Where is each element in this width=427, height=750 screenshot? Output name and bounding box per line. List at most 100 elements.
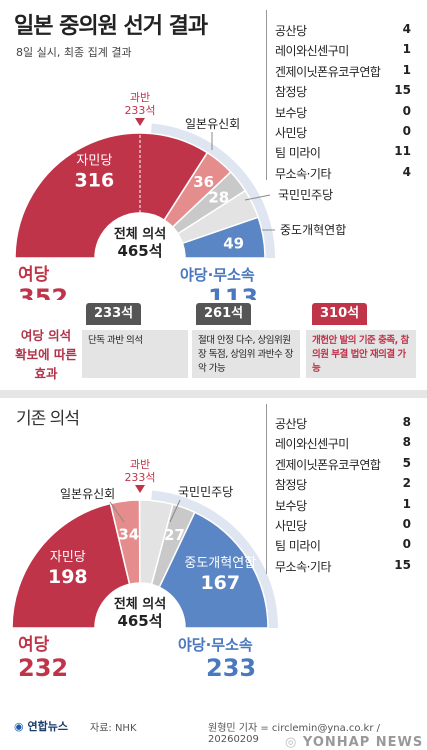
- others-row: 보수당 1: [275, 497, 411, 517]
- others-row: 공산당 8: [275, 415, 411, 435]
- slice-ext-label-2: 중도개혁연합: [280, 223, 346, 237]
- others-seats: 1: [402, 496, 411, 511]
- opposition-total: 233: [206, 654, 256, 680]
- ruling-label: 여당: [18, 635, 50, 655]
- section-divider: [0, 390, 427, 398]
- pie-slice-0: [14, 132, 209, 259]
- effect-box-233: 단독 과반 의석: [82, 330, 188, 378]
- logo-text: 연합뉴스: [27, 720, 68, 733]
- others-seats: 8: [402, 415, 411, 429]
- majority-marker-icon: [135, 118, 145, 126]
- majority-value: 233석: [124, 471, 155, 484]
- total-value: 465석: [117, 612, 162, 630]
- others-row: 레이와신센구미 8: [275, 435, 411, 455]
- pie-slice-4: [181, 216, 266, 259]
- others-name: 레이와신센구미: [275, 437, 349, 452]
- others-list-current: 공산당 4 레이와신센구미 1 겐제이닛폰유코쿠연합 1 참정당 15 보수당 0 사민당 0 팀 미라…: [275, 22, 411, 182]
- others-name: 참정당: [275, 478, 307, 493]
- majority-label: 과반: [130, 458, 150, 471]
- effect-tag-233: 233석: [86, 303, 142, 325]
- others-name: 참정당: [275, 85, 307, 100]
- pie-slice-0: [11, 502, 131, 629]
- effects-label-line: 확보에 따른: [15, 347, 77, 362]
- watermark-text: YONHAP NEWS: [302, 735, 424, 750]
- effect-box-261: 절대 안정 다수, 상임위원장 독점, 상임위 과반수 장악 가능: [192, 330, 300, 378]
- others-seats: 4: [402, 22, 411, 36]
- pie-slice-4: [158, 511, 269, 629]
- effect-text-261: 절대 안정 다수, 상임위원장 독점, 상임위 과반수 장악 가능: [198, 335, 294, 374]
- ruling-total: 352: [18, 284, 68, 300]
- slice-value-2: 28: [208, 188, 229, 206]
- others-name: 보수당: [275, 498, 307, 513]
- others-name: 보수당: [275, 105, 307, 120]
- others-seats: 0: [402, 537, 411, 552]
- leader-line-1: [169, 499, 181, 523]
- others-name: 공산당: [275, 417, 307, 431]
- others-seats: 1: [402, 62, 411, 77]
- majority-marker-icon: [135, 485, 145, 493]
- slice-name-4: 중도개혁연합: [184, 556, 256, 571]
- others-row: 참정당 2: [275, 476, 411, 496]
- others-seats: 15: [394, 557, 411, 572]
- others-row: 겐제이닛폰유코쿠연합 1: [275, 63, 411, 83]
- source-text: 자료: NHK: [90, 723, 137, 734]
- opposition-label: 야당·무소속: [180, 266, 255, 284]
- others-bracket-previous: [266, 404, 268, 574]
- section-title-previous: 기존 의석: [16, 409, 80, 429]
- credit-text: 원형민 기자 = circlemin@yna.co.kr / 20260209: [208, 723, 381, 745]
- others-seats: 2: [402, 476, 411, 491]
- others-row: 무소속·기타 4: [275, 165, 411, 185]
- others-name: 공산당: [275, 24, 307, 38]
- others-seats: 5: [402, 455, 411, 470]
- majority-value: 233석: [124, 104, 155, 117]
- slice-value-1: 36: [193, 173, 214, 191]
- others-row: 공산당 4: [275, 22, 411, 42]
- others-row: 팀 미라이 0: [275, 537, 411, 557]
- opposition-total: 113: [208, 284, 258, 300]
- majority-label: 과반: [130, 91, 150, 104]
- others-row: 사민당 0: [275, 517, 411, 537]
- watermark: ◎ YONHAP NEWS: [285, 735, 423, 750]
- slice-ext-label-0: 일본유신회: [60, 487, 115, 501]
- others-seats: 0: [402, 517, 411, 531]
- others-seats: 0: [402, 124, 411, 138]
- others-bracket-current: [266, 10, 268, 180]
- effect-box-310: 개헌안 발의 기준 충족, 참의원 부결 법안 재의결 가능: [306, 330, 416, 378]
- others-row: 겐제이닛폰유코쿠연합 5: [275, 456, 411, 476]
- slice-value-1: 34: [118, 526, 139, 544]
- slice-value-0: 316: [75, 170, 115, 192]
- others-name: 레이와신센구미: [275, 44, 349, 59]
- slice-ext-label-0: 일본유신회: [185, 117, 240, 131]
- slice-ext-label-1: 국민민주당: [278, 188, 333, 202]
- slice-name-0: 자민당: [76, 154, 112, 169]
- others-name: 무소속·기타: [275, 559, 332, 574]
- opposition-ring: [151, 490, 278, 628]
- others-name: 겐제이닛폰유코쿠연합: [275, 64, 381, 79]
- others-row: 사민당 0: [275, 124, 411, 144]
- others-seats: 4: [402, 164, 411, 179]
- others-name: 겐제이닛폰유코쿠연합: [275, 457, 381, 472]
- watermark-icon: ◎: [285, 735, 298, 750]
- others-seats: 15: [394, 83, 411, 98]
- others-row: 무소속·기타 15: [275, 558, 411, 578]
- logo-icon: ◉: [14, 720, 24, 733]
- effect-tag-261: 261석: [196, 303, 252, 325]
- slice-ext-label-1: 국민민주당: [178, 485, 233, 499]
- effect-text-233: 단독 과반 의석: [88, 335, 143, 346]
- leader-line-1: [244, 194, 271, 201]
- total-value: 465석: [117, 242, 162, 260]
- effects-label: 여당 의석 확보에 따른 효과: [10, 326, 82, 383]
- others-name: 사민당: [275, 126, 307, 140]
- slice-value-3: 27: [164, 526, 185, 544]
- slice-value-4: 167: [200, 572, 240, 594]
- effects-label-line: 효과: [34, 366, 58, 381]
- effect-tag-310: 310석: [312, 303, 368, 325]
- slice-value-0: 198: [48, 566, 88, 588]
- total-label: 전체 의석: [114, 226, 166, 242]
- others-row: 참정당 15: [275, 83, 411, 103]
- page-subtitle: 8일 실시, 최종 집계 결과: [16, 46, 132, 59]
- effects-label-line: 여당 의석: [20, 328, 72, 343]
- ruling-label: 여당: [18, 265, 50, 285]
- others-seats: 0: [402, 103, 411, 118]
